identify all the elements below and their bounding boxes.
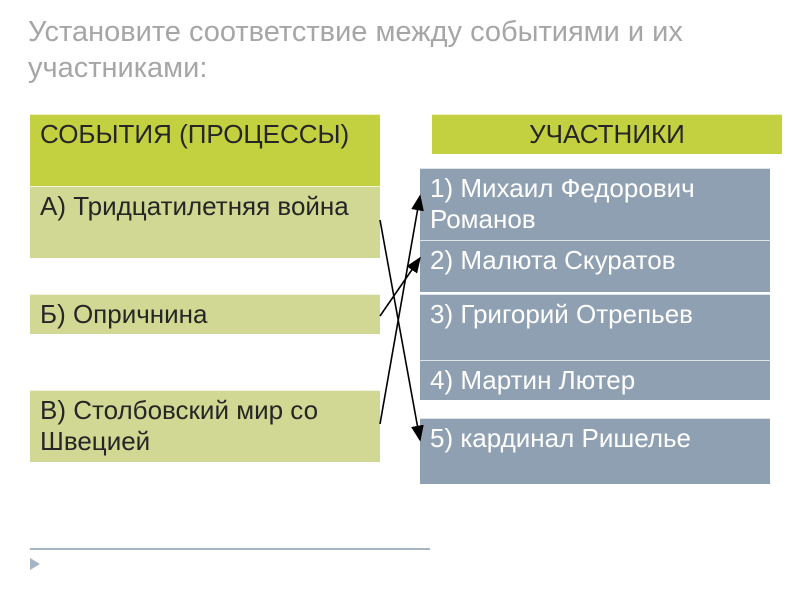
event-b: Б) Опричнина [30, 294, 380, 334]
header-events: СОБЫТИЯ (ПРОЦЕССЫ) [30, 114, 380, 186]
header-participants: УЧАСТНИКИ [432, 114, 782, 154]
participant-5: 5) кардинал Ришелье [420, 418, 770, 484]
arrow-B-r2 [380, 258, 420, 316]
event-c: В) Столбовский мир со Швецией [30, 390, 380, 462]
participant-2: 2) Малюта Скуратов [420, 240, 770, 292]
event-a: А) Тридцатилетняя война [30, 186, 380, 258]
footer-rule [30, 548, 430, 550]
participant-1: 1) Михаил Федорович Романов [420, 168, 770, 240]
arrow-C-r1 [380, 196, 420, 424]
participant-3: 3) Григорий Отрепьев [420, 294, 770, 360]
slide-title: Установите соответствие между событиями … [28, 14, 768, 87]
footer-bullet-icon [30, 558, 40, 570]
arrow-A-r5 [380, 220, 420, 440]
participant-4: 4) Мартин Лютер [420, 360, 770, 400]
